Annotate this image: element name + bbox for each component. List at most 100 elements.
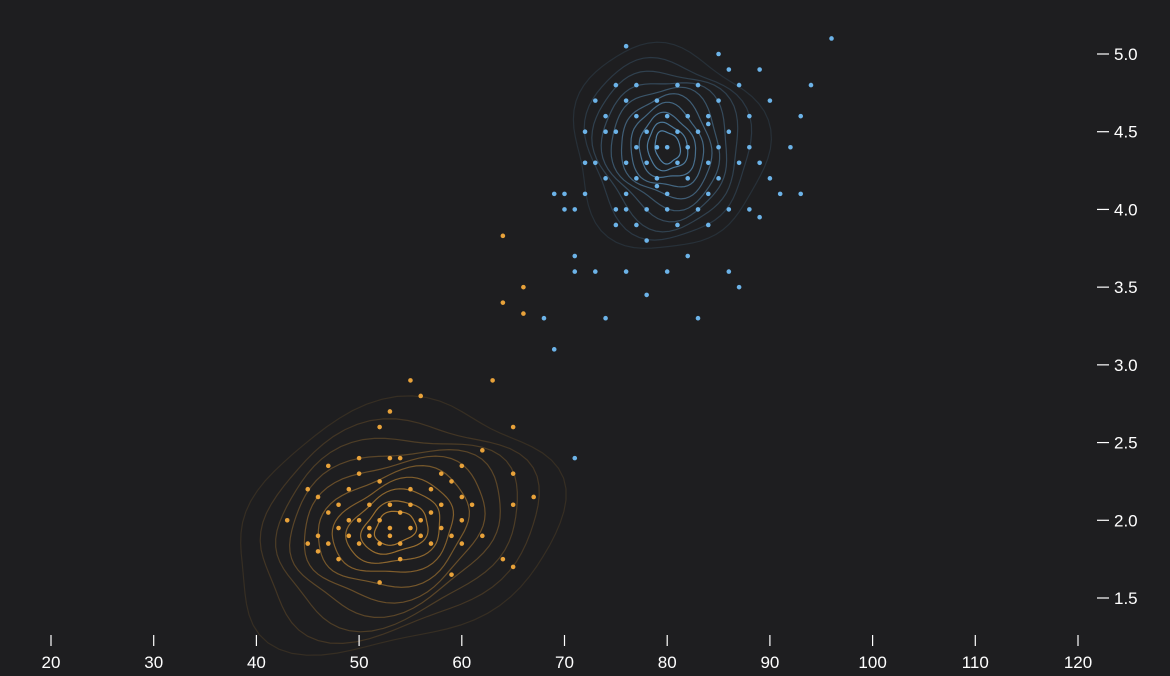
data-point [325,510,331,515]
data-point [428,486,434,492]
data-point [325,463,331,469]
density-contours [240,41,773,656]
data-point [346,517,352,523]
data-point [449,479,454,484]
data-point [572,253,578,259]
density-contour-line [331,476,455,573]
data-point [685,113,691,119]
data-point [736,82,742,88]
data-point [397,541,403,546]
data-point [695,207,701,212]
data-point [623,43,629,49]
data-point [613,129,619,135]
data-point [705,222,711,228]
data-point [377,424,382,430]
data-point [675,129,680,135]
data-point [582,129,588,135]
data-point [757,67,762,72]
data-point [418,533,424,539]
x-tick-label: 50 [350,653,369,672]
data-point [377,541,382,546]
x-tick-label: 60 [452,653,471,672]
data-point [356,471,362,476]
data-point [408,378,413,383]
data-point [644,238,649,243]
data-point [664,191,670,197]
data-point [644,292,649,298]
y-tick-label: 5.0 [1114,45,1138,64]
data-point [777,191,783,197]
density-contour-line [288,448,501,619]
density-contour-line [600,82,728,223]
density-contour-line [259,418,540,645]
data-point [685,144,691,150]
density-contour-line [646,121,689,172]
data-point [623,207,629,212]
data-point [305,541,311,546]
data-point [603,176,608,181]
density-contour-line [275,437,518,633]
density-contour-line [654,130,682,165]
data-point [654,144,660,150]
data-point [438,471,444,476]
density-contour-line [572,41,773,249]
data-point [705,191,711,197]
density-contour-line [317,464,471,588]
data-point [284,517,290,523]
data-point [387,502,393,508]
data-point [387,409,393,414]
data-point [757,160,762,166]
data-point [603,129,608,135]
data-point [510,471,516,476]
data-point [654,98,660,103]
data-point [500,556,506,562]
data-point [593,98,598,103]
data-point [438,502,444,508]
data-point [726,129,732,135]
data-point [644,129,649,135]
data-point [438,525,444,531]
x-tick-label: 70 [555,653,574,672]
data-point [397,556,403,562]
data-point [346,486,352,492]
x-tick-label: 100 [858,653,886,672]
y-tick-label: 4.5 [1114,123,1138,142]
data-point [757,214,762,220]
data-point [377,517,382,523]
data-point [736,284,742,290]
data-point [428,510,434,515]
data-point [562,207,567,212]
data-point [325,541,331,546]
data-point [603,315,608,321]
data-point [634,113,639,119]
data-point [695,82,701,88]
data-point [459,463,465,469]
data-point [798,113,804,119]
data-point [408,486,413,492]
data-point [428,541,434,546]
data-point [510,564,516,570]
data-point [315,549,321,554]
data-point [685,253,691,259]
data-point [449,533,454,539]
x-tick-label: 90 [760,653,779,672]
density-contour-line [610,86,721,212]
data-point [510,502,516,508]
data-point [572,269,578,274]
y-tick-label: 3.0 [1114,356,1138,375]
data-point [808,82,814,88]
data-point [654,183,660,189]
density-contour-line [240,395,567,656]
data-point [315,494,321,500]
data-point [664,144,670,150]
density-contour-line [303,455,486,604]
y-tick-label: 4.0 [1114,200,1138,219]
data-point [377,580,382,585]
data-point [500,300,506,305]
data-point [726,207,732,212]
data-point [408,525,413,531]
x-tick-label: 40 [247,653,266,672]
data-point [634,82,639,88]
data-point [305,486,311,492]
data-point [664,207,670,212]
